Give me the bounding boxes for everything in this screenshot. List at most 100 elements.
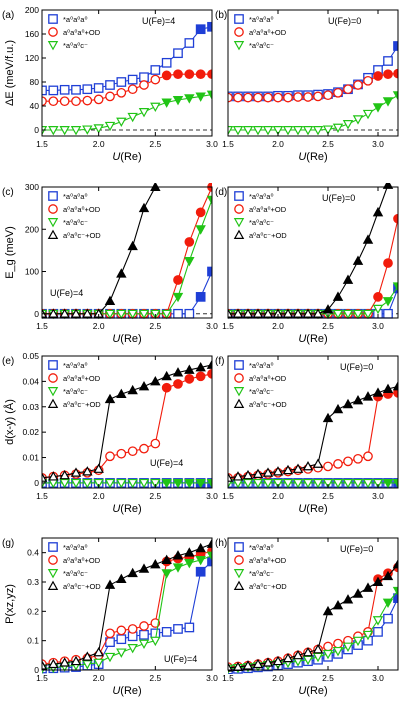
y-axis-label: E_g (meV) (4, 226, 16, 279)
x-tick-label: 2.5 (149, 673, 161, 683)
data-point (372, 103, 384, 113)
data-point (104, 478, 116, 489)
chart-panel-h: 1.5 2.0 2.5 3.0U(Re)(h) *a⁰a⁰a⁰a⁰a⁰a⁰+OD*a⁰a… (215, 537, 399, 697)
y-tick-label: 200 (25, 224, 39, 234)
legend-entry: a⁰a⁰c⁻+OD (249, 231, 287, 240)
data-point (252, 658, 264, 669)
data-point (262, 126, 274, 136)
x-tick-label: 1.5 (36, 491, 48, 501)
data-point (116, 648, 127, 658)
data-point (93, 83, 104, 93)
x-tick-label: 1.5 (36, 673, 48, 683)
legend-entry: a⁰a⁰c⁻+OD (63, 400, 101, 409)
x-tick-label: 3.0 (372, 321, 384, 331)
legend-entry: a⁰a⁰a⁰+OD (63, 556, 101, 565)
data-point (332, 123, 344, 134)
data-point (104, 295, 116, 306)
data-point (312, 478, 324, 489)
data-point (352, 309, 364, 320)
data-point (372, 206, 384, 217)
legend-entry: a⁰a⁰a⁰+OD (249, 374, 287, 383)
y-tick-label: 0.3 (27, 577, 39, 587)
data-point (362, 478, 374, 489)
legend-marker (47, 580, 59, 590)
data-point (207, 266, 212, 277)
panel-label: (a) (2, 10, 14, 21)
data-point (352, 255, 364, 265)
data-point (382, 478, 394, 489)
annotation: U(Fe)=4 (50, 288, 83, 298)
data-point (392, 381, 398, 391)
data-point (392, 282, 398, 292)
legend-entry: *a⁰a⁰a⁰ (63, 543, 87, 552)
data-point (138, 202, 150, 213)
data-point (127, 446, 138, 457)
data-point (322, 125, 334, 135)
data-point (127, 644, 138, 654)
data-point (172, 292, 184, 303)
data-point (161, 309, 172, 320)
legend: *a⁰a⁰a⁰ a⁰a⁰a⁰+OD *a⁰a⁰c⁻ a⁰a⁰c⁻+OD (233, 191, 287, 240)
data-point (184, 69, 195, 80)
data-point (206, 478, 212, 489)
series-line-2 (42, 555, 212, 670)
data-point (70, 478, 82, 489)
legend: *a⁰a⁰a⁰ a⁰a⁰a⁰+OD *a⁰a⁰c⁻ (233, 14, 287, 51)
x-tick-label: 3.0 (206, 321, 218, 331)
data-point (372, 304, 384, 315)
data-point (138, 381, 150, 391)
legend-entry: a⁰a⁰c⁻+OD (63, 231, 101, 240)
data-point (372, 576, 384, 586)
y-tick-label: 0 (34, 665, 39, 675)
data-point (343, 84, 353, 95)
legend-marker (48, 555, 58, 565)
data-point (282, 126, 294, 136)
data-point (116, 625, 127, 636)
x-tick-label: 1.5 (36, 321, 48, 331)
data-point (161, 382, 172, 393)
data-point (173, 624, 183, 634)
data-point (195, 542, 206, 553)
legend-marker (233, 229, 245, 239)
data-point (150, 375, 161, 386)
data-point (303, 92, 313, 102)
y-tick-label: 300 (25, 182, 39, 192)
data-point (263, 92, 273, 103)
y-axis-label: d(x-y) (Å) (3, 399, 16, 445)
data-point (383, 613, 393, 624)
data-point (70, 126, 82, 136)
data-point (252, 126, 264, 136)
data-point (195, 566, 206, 577)
y-tick-label: 100 (25, 267, 39, 277)
x-tick-label: 2.0 (93, 673, 105, 683)
data-point (150, 478, 161, 489)
y-tick-label: 0.02 (22, 427, 39, 437)
data-point (292, 478, 304, 489)
data-point (184, 364, 195, 374)
data-point (139, 629, 149, 640)
data-point (138, 108, 150, 118)
x-tick-label: 2.0 (93, 321, 105, 331)
data-point (392, 478, 398, 489)
data-point (228, 308, 234, 318)
series-line-1 (42, 550, 212, 665)
series-line-2 (228, 590, 398, 670)
x-tick-label: 3.0 (206, 673, 218, 683)
legend-marker (47, 398, 59, 408)
plot-area (42, 183, 212, 320)
data-point (59, 469, 70, 480)
data-point (48, 85, 59, 96)
data-point (48, 96, 59, 107)
data-point (283, 92, 293, 103)
legend-entry: *a⁰a⁰a⁰ (63, 361, 87, 370)
data-point (232, 126, 244, 136)
chart-panel-b: 1.5 2.0 2.5 3.0U(Re)(b) *a⁰a⁰a⁰a⁰a⁰a⁰+OD*a⁰a… (215, 9, 399, 163)
data-point (282, 652, 294, 663)
data-point (392, 558, 398, 569)
data-point (116, 388, 127, 399)
data-point (82, 660, 93, 670)
data-point (383, 69, 393, 80)
legend-entry: *a⁰a⁰c⁻ (249, 569, 274, 578)
plot-area (228, 381, 398, 489)
